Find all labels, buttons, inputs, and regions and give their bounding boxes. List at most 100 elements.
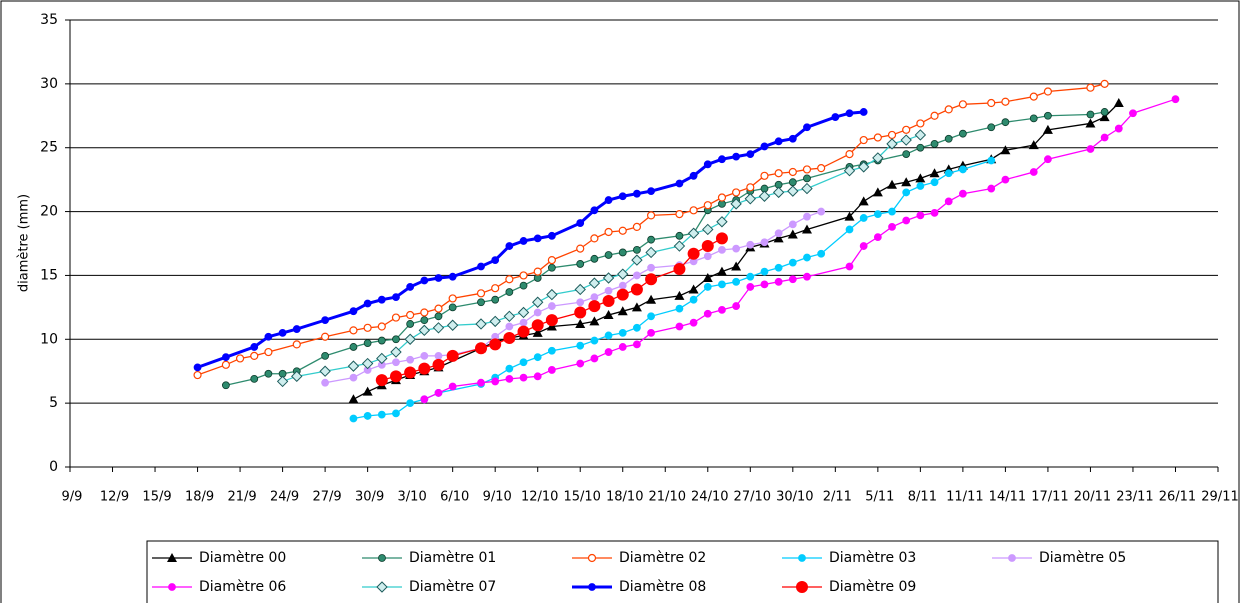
point <box>901 177 912 187</box>
point <box>590 254 599 263</box>
point <box>788 167 797 177</box>
point <box>774 137 783 146</box>
point <box>377 295 386 304</box>
point <box>1043 87 1053 96</box>
point <box>732 244 741 253</box>
point <box>1086 83 1095 92</box>
point <box>602 272 615 284</box>
point <box>519 271 528 280</box>
point <box>604 331 613 340</box>
point <box>446 319 459 331</box>
x-tick-label: 20/11 <box>1074 490 1111 505</box>
x-tick-label: 8/11 <box>908 490 937 505</box>
point <box>533 353 542 362</box>
point <box>434 312 443 321</box>
point <box>730 198 742 210</box>
point <box>987 184 996 193</box>
point <box>1114 124 1123 133</box>
point <box>987 123 996 132</box>
point <box>630 283 643 296</box>
point <box>222 353 230 362</box>
point <box>604 227 613 237</box>
point <box>349 307 358 316</box>
point <box>420 276 429 285</box>
point <box>588 277 601 289</box>
point <box>418 362 431 375</box>
point <box>872 152 884 164</box>
point <box>1001 175 1010 184</box>
point <box>801 182 813 195</box>
point <box>645 246 657 259</box>
point <box>391 313 401 322</box>
point <box>491 377 500 386</box>
point <box>1085 118 1096 128</box>
point <box>787 185 799 197</box>
legend-marker <box>798 554 806 562</box>
point <box>887 179 898 189</box>
point <box>590 293 599 302</box>
point <box>760 238 769 247</box>
point <box>1044 111 1052 120</box>
point <box>576 359 585 368</box>
point <box>349 373 358 382</box>
point <box>618 248 627 257</box>
point <box>505 374 514 383</box>
point <box>363 339 372 348</box>
point <box>902 216 911 225</box>
point <box>531 319 544 332</box>
point <box>321 332 330 341</box>
point <box>235 354 245 363</box>
point <box>746 283 755 291</box>
legend-marker <box>588 583 596 591</box>
point <box>845 262 854 271</box>
point <box>1028 140 1039 150</box>
x-tick-label: 15/10 <box>563 490 600 505</box>
point <box>673 240 686 252</box>
x-tick-label: 11/11 <box>946 490 983 505</box>
point <box>603 310 614 320</box>
point <box>902 150 911 159</box>
y-tick-label: 35 <box>40 12 58 28</box>
point <box>434 304 443 313</box>
point <box>576 244 585 253</box>
x-tick-label: 29/11 <box>1201 490 1238 505</box>
point <box>631 254 643 266</box>
point <box>505 242 514 250</box>
x-tick-label: 12/10 <box>521 490 558 505</box>
point <box>703 283 712 291</box>
point <box>716 216 728 228</box>
point <box>476 289 486 298</box>
point <box>278 328 287 337</box>
point <box>291 370 303 383</box>
point <box>505 288 514 296</box>
point <box>1129 109 1137 118</box>
x-tick-label: 18/9 <box>185 490 214 505</box>
point <box>902 188 911 197</box>
point <box>376 352 388 365</box>
legend-marker <box>168 583 176 591</box>
point <box>873 233 882 242</box>
point <box>788 134 797 143</box>
point <box>574 306 587 319</box>
legend-label: Diamètre 08 <box>619 579 706 595</box>
y-tick-label: 20 <box>40 204 58 220</box>
point <box>321 378 330 387</box>
point <box>675 210 684 219</box>
point <box>377 322 386 331</box>
x-tick-label: 30/10 <box>776 490 813 505</box>
point <box>859 135 868 145</box>
x-tick-label: 3/10 <box>398 490 427 505</box>
point <box>887 130 897 140</box>
point <box>576 298 585 307</box>
x-tick-label: 14/11 <box>989 490 1026 505</box>
point <box>802 165 812 174</box>
point <box>760 142 769 151</box>
point <box>616 288 629 301</box>
point <box>1099 112 1110 122</box>
point <box>420 308 429 317</box>
point <box>902 125 911 134</box>
legend-label: Diamètre 07 <box>409 579 496 595</box>
point <box>703 252 712 261</box>
point <box>321 351 330 360</box>
point <box>618 192 627 201</box>
